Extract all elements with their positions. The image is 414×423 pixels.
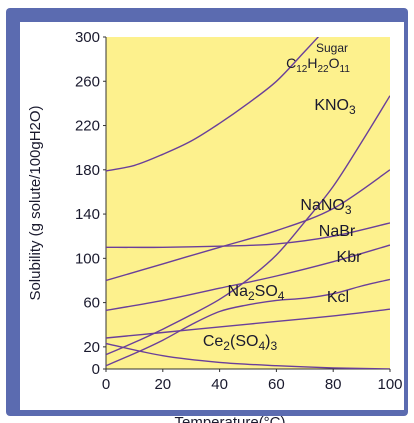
x-axis-label: Temperature(°C) [174,414,285,423]
series-label-part: ) [265,333,270,350]
series-label-part: 4 [258,339,265,353]
x-tick-label: 0 [102,376,110,393]
series-label-kno3: KNO3 [314,97,356,117]
series-line-nano3 [106,169,390,282]
series-label-part: 3 [349,103,356,117]
series-line-kcl [106,308,390,339]
x-tick-label: 20 [154,376,171,393]
series-line-nabr [106,222,390,249]
series-label-part: Kbr [337,249,363,266]
y-tick-label: 60 [83,295,100,312]
series-label-part: 2 [223,339,230,353]
y-tick-label: 20 [83,339,100,356]
series-line-na2so4 [106,278,390,367]
series-label-part: 12 [296,64,308,75]
y-tick-label: 100 [75,250,100,267]
series-label-part: 3 [270,339,277,353]
series-label-part: 2 [248,289,255,303]
y-axis-label: Solubility (g solute/100gH2O) [27,105,44,300]
x-tick-label: 100 [377,376,402,393]
y-tick-label: 220 [75,118,100,135]
series-label-part: SO [255,283,278,300]
series-line-sugar-c12h22o11 [106,37,320,172]
y-tick-label: 300 [75,29,100,46]
series-label-part: (SO [230,333,258,350]
series-label-part: H [307,55,317,71]
curves-group [106,37,390,369]
series-label-part: 3 [345,203,352,217]
series-label-nabr: NaBr [319,223,356,240]
series-label-na2so4: Na2SO4 [228,283,285,303]
series-label-part: O [329,55,340,71]
series-label-part: KNO [314,97,349,114]
series-label-part: Kcl [327,289,349,306]
x-tick-label: 60 [268,376,285,393]
series-label-part: Sugar [316,41,348,55]
x-tick-label: 80 [325,376,342,393]
series-label-part: 4 [278,289,285,303]
series-label-part: NaNO [300,197,344,214]
series-label-nano3: NaNO3 [300,197,351,217]
series-label-part: Na [228,283,249,300]
y-tick-label: 140 [75,206,100,223]
series-label-kcl: Kcl [327,289,349,306]
series-label-part: NaBr [319,223,356,240]
series-label-part: 11 [340,64,351,75]
x-tick-label: 40 [211,376,228,393]
y-tick-label: 0 [92,361,100,378]
series-label-part: 22 [317,64,329,75]
series-line-kbr [106,244,390,311]
series-label-part: Ce [203,333,224,350]
series-label-part: C [286,55,296,71]
y-tick-label: 260 [75,73,100,90]
series-line-ce2-so4-3 [106,342,390,369]
series-label-ce2-so4-3: Ce2(SO4)3 [203,333,278,353]
series-label-sugar-c12h22o11: C12H22O11 [286,55,350,75]
y-tick-label: 180 [75,162,100,179]
series-label-sugar-c12h22o11: Sugar [316,41,348,55]
series-label-kbr: Kbr [337,249,363,266]
